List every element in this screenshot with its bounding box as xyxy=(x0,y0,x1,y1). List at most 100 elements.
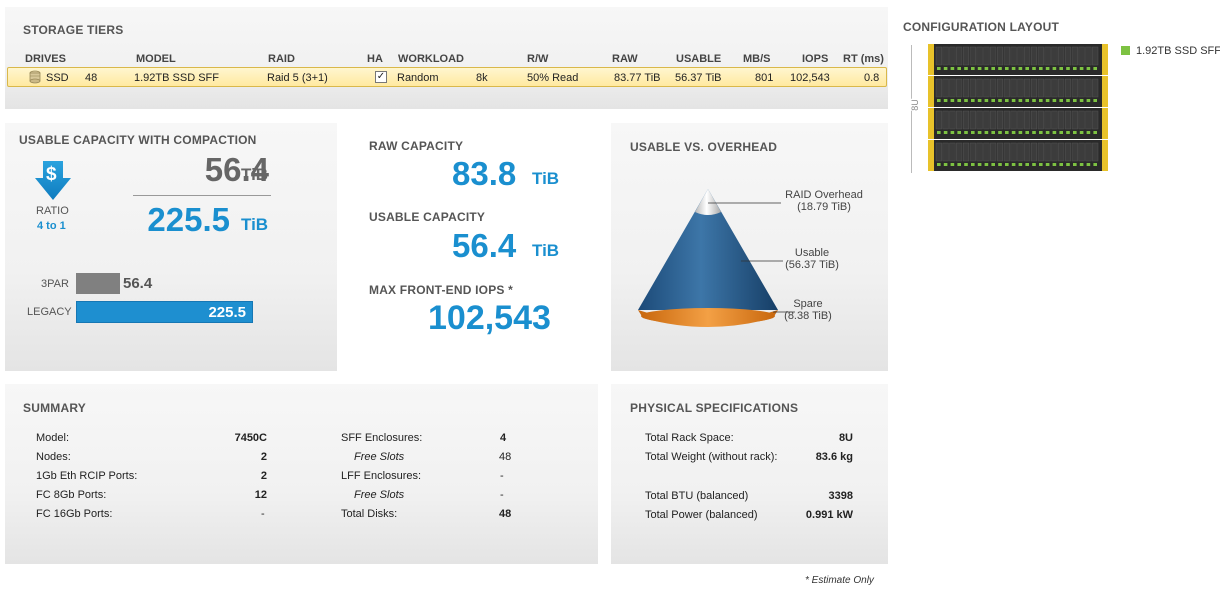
enclosure-ear-left xyxy=(928,140,934,171)
summary-fc16-value: - xyxy=(261,508,265,520)
drive-led xyxy=(950,67,955,70)
drive-led xyxy=(1018,99,1023,102)
estimate-footnote: * Estimate Only xyxy=(805,575,874,586)
drive-led xyxy=(937,131,941,134)
summary-nodes-value: 2 xyxy=(260,451,267,463)
iops-value: 102,543 xyxy=(428,299,551,337)
power-label: Total Power (balanced) xyxy=(645,509,758,521)
drive-led xyxy=(943,67,948,70)
summary-model-label: Model: xyxy=(36,432,70,444)
compacted-capacity-value: 56.4 xyxy=(204,151,269,188)
drive-led xyxy=(1073,131,1077,134)
drive-slot xyxy=(1071,110,1078,130)
drive-slot xyxy=(1092,110,1099,130)
drive-led xyxy=(977,131,982,134)
drive-led xyxy=(937,99,941,102)
drive-slot xyxy=(935,142,942,162)
drive-led xyxy=(1079,67,1084,70)
col-rw: R/W xyxy=(527,53,549,65)
drive-led xyxy=(1052,99,1057,102)
drive-slot xyxy=(996,110,1004,130)
drive-slot xyxy=(996,142,1004,162)
drive-slot xyxy=(976,142,983,162)
drive-led xyxy=(1073,67,1077,70)
drive-led xyxy=(1025,131,1029,134)
drive-led xyxy=(1086,99,1091,102)
drive-led xyxy=(1066,67,1070,70)
drive-slot xyxy=(1051,142,1058,162)
drive-slot xyxy=(1010,110,1017,130)
drive-led xyxy=(1093,131,1097,134)
tier-row[interactable]: SSD 48 1.92TB SSD SFF Raid 5 (3+1) ✓ Ran… xyxy=(7,67,887,87)
summary-rcip-label: 1Gb Eth RCIP Ports: xyxy=(36,470,138,482)
drive-led xyxy=(1032,163,1036,166)
drive-slot xyxy=(1051,78,1058,98)
col-iops: IOPS xyxy=(802,53,829,65)
usable-label: Usable (56.37 TiB) xyxy=(785,247,839,271)
bar-value-3par: 56.4 xyxy=(123,275,153,292)
enclosure-ear-left xyxy=(928,44,934,75)
drive-led xyxy=(1086,163,1091,166)
drive-slot xyxy=(1064,110,1072,130)
drive-led xyxy=(1059,131,1063,134)
drive-slot xyxy=(1085,110,1092,130)
summary-fc8-label: FC 8Gb Ports: xyxy=(36,489,107,501)
drive-slot xyxy=(956,78,963,98)
summary-lff-value: - xyxy=(500,470,504,482)
drive-slot xyxy=(1037,142,1044,162)
enclosure-ear-left xyxy=(928,76,934,107)
drive-slot xyxy=(1030,110,1038,130)
drive-led xyxy=(1039,67,1043,70)
weight-label: Total Weight (without rack): xyxy=(645,451,778,463)
raid-overhead-segment xyxy=(695,189,721,215)
summary-model-value: 7450C xyxy=(234,432,267,444)
drive-slot xyxy=(1024,110,1031,130)
raw-capacity-unit: TiB xyxy=(532,169,560,188)
drive-led xyxy=(957,163,961,166)
drive-led xyxy=(1066,163,1070,166)
usable-capacity-label: USABLE CAPACITY xyxy=(369,210,486,224)
drive-led xyxy=(1086,131,1091,134)
drive-slot xyxy=(983,46,990,66)
col-usable: USABLE xyxy=(676,53,722,65)
drive-led xyxy=(1073,99,1077,102)
drive-slot xyxy=(1085,142,1092,162)
drive-led xyxy=(1045,99,1050,102)
drive-led xyxy=(1093,67,1097,70)
drive-led xyxy=(1039,99,1043,102)
drive-slot xyxy=(949,46,956,66)
ratio-divider xyxy=(133,195,271,196)
compaction-panel: USABLE CAPACITY WITH COMPACTION $ RATIO … xyxy=(5,123,337,371)
tier-model: 1.92TB SSD SFF xyxy=(134,72,219,84)
drive-led xyxy=(1079,99,1084,102)
drive-slot xyxy=(1092,142,1099,162)
drive-led xyxy=(984,99,989,102)
summary-sff-free-label: Free Slots xyxy=(354,451,405,463)
rack-units-label: 8U xyxy=(909,99,920,111)
drive-led xyxy=(1045,67,1050,70)
drive-slot xyxy=(1058,142,1065,162)
drive-led xyxy=(1005,67,1009,70)
drive-led xyxy=(977,67,982,70)
drive-slot xyxy=(1092,46,1099,66)
drive-led xyxy=(1086,67,1091,70)
ratio-label: RATIO xyxy=(36,205,69,217)
drive-led xyxy=(998,163,1002,166)
bar-label-3par: 3PAR xyxy=(41,278,69,290)
physical-title: PHYSICAL SPECIFICATIONS xyxy=(630,401,799,415)
drive-led xyxy=(971,99,975,102)
drive-slot xyxy=(956,46,963,66)
drive-slot xyxy=(942,78,949,98)
drive-slot xyxy=(983,142,990,162)
rack-diagram[interactable] xyxy=(928,44,1108,174)
effective-capacity-value: 225.5 xyxy=(147,201,230,238)
drive-led xyxy=(1032,67,1036,70)
drive-led xyxy=(998,131,1002,134)
tier-raid: Raid 5 (3+1) xyxy=(267,72,328,84)
drive-led xyxy=(943,163,948,166)
ha-checkbox[interactable]: ✓ xyxy=(375,71,387,83)
drive-led xyxy=(964,99,968,102)
storage-tiers-panel: STORAGE TIERS DRIVES MODEL RAID HA WORKL… xyxy=(5,7,888,109)
summary-sff-value: 4 xyxy=(500,432,507,444)
drive-led xyxy=(1073,163,1077,166)
